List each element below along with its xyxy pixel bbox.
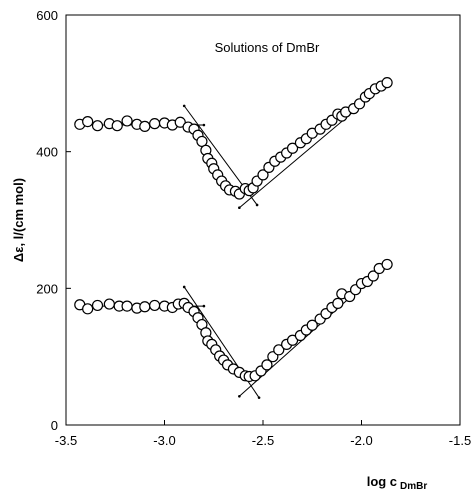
y-tick-label: 0 [51, 418, 58, 433]
fit-line-endpoint [255, 203, 259, 207]
x-tick-label: -3.0 [153, 433, 175, 448]
data-point [103, 298, 115, 310]
x-axis: -3.5 -3.0 -2.5 -2.0 -1.5 [55, 420, 471, 448]
x-tick-label: -2.0 [350, 433, 372, 448]
data-point [149, 299, 161, 312]
data-point [273, 344, 285, 356]
y-tick-label: 400 [36, 145, 58, 160]
fit-line-endpoint [182, 285, 186, 289]
data-point [91, 120, 104, 132]
fit-lines [74, 82, 389, 399]
fit-line-endpoint [202, 304, 206, 308]
y-tick-label: 200 [36, 281, 58, 296]
data-point [306, 319, 318, 331]
fit-line-endpoint [257, 396, 261, 399]
x-axis-title: log c DmBr [367, 474, 428, 492]
x-tick-label: -2.5 [252, 433, 274, 448]
data-point [82, 115, 94, 128]
x-tick-label: -1.5 [449, 433, 471, 448]
y-tick-label: 600 [36, 8, 58, 23]
data-point [257, 169, 269, 181]
data-point [381, 77, 393, 89]
data-point [149, 118, 161, 130]
chart-annotation: Solutions of DmBr [215, 40, 320, 55]
data-point [139, 301, 151, 313]
data-point [82, 303, 94, 315]
fit-line-endpoint [238, 395, 241, 398]
data-point [139, 120, 151, 132]
fit-line-endpoint [202, 123, 206, 127]
data-point [121, 300, 133, 312]
x-axis-title-main: log c [367, 474, 397, 489]
x-tick-label: -3.5 [55, 433, 77, 448]
data-point [332, 297, 344, 309]
data-point [261, 359, 273, 371]
fit-line-endpoint [238, 206, 241, 209]
data-point [91, 299, 104, 312]
fit-line-endpoint [182, 104, 186, 108]
data-point [286, 142, 299, 154]
y-axis-title: Δε, l/(cm mol) [11, 178, 26, 262]
data-point [111, 120, 123, 132]
y-axis: 0 200 400 600 [36, 8, 71, 433]
data-point [367, 270, 379, 282]
data-points [74, 77, 393, 383]
data-point [121, 115, 133, 127]
x-axis-title-subscript: DmBr [400, 481, 427, 492]
data-point [381, 258, 393, 271]
